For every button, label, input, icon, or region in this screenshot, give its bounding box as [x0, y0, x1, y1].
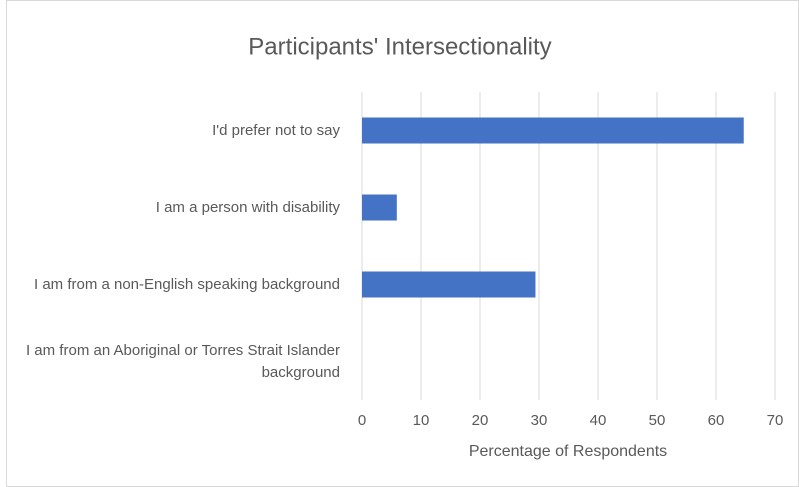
y-tick-label: I am from a non-English speaking backgro… [33, 275, 340, 293]
x-tick-label: 70 [767, 412, 784, 429]
x-tick-label: 20 [472, 412, 489, 429]
chart-title: Participants' Intersectionality [248, 33, 551, 60]
x-tick-label: 30 [531, 412, 548, 429]
bar [362, 117, 744, 144]
bar [362, 271, 536, 298]
x-tick-label: 50 [649, 412, 666, 429]
x-tick-label: 0 [358, 412, 366, 429]
x-tick-label: 60 [708, 412, 725, 429]
x-tick-label: 40 [590, 412, 607, 429]
x-axis-title: Percentage of Respondents [469, 443, 667, 460]
bar [362, 194, 397, 221]
y-tick-label: I am from an Aboriginal or Torres Strait… [25, 341, 340, 381]
y-tick-label: I am a person with disability [155, 198, 340, 216]
y-tick-label: I'd prefer not to say [212, 121, 340, 139]
x-tick-label: 10 [413, 412, 430, 429]
chart-border [6, 0, 799, 487]
